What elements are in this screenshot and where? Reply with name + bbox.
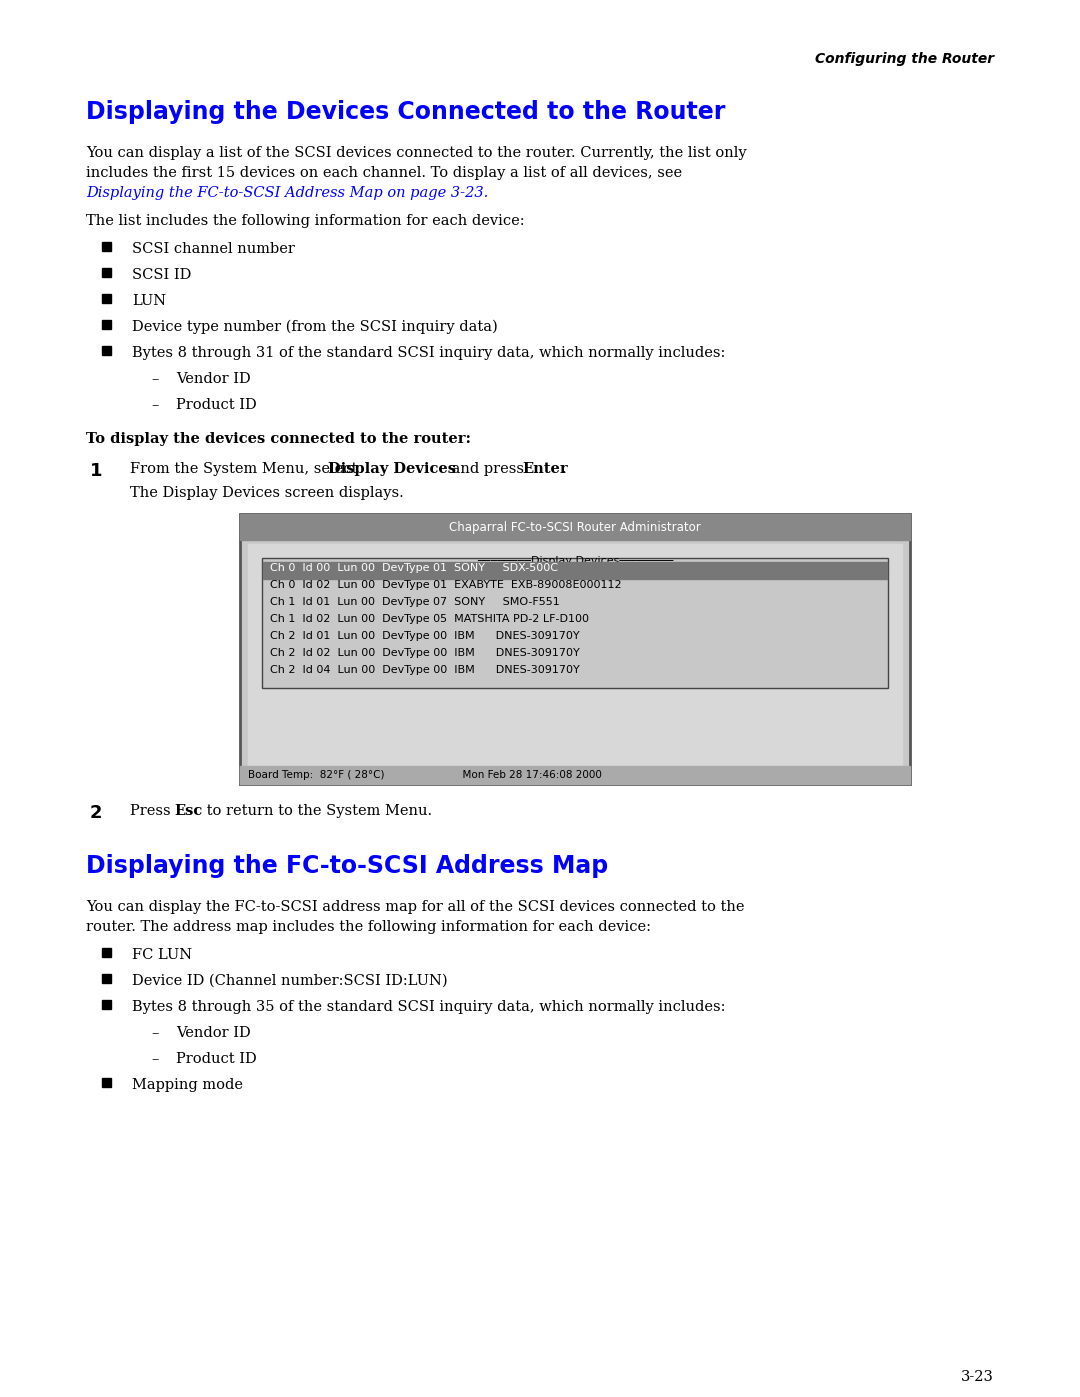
Bar bbox=[102, 242, 111, 251]
Text: –: – bbox=[151, 1025, 159, 1039]
Text: to return to the System Menu.: to return to the System Menu. bbox=[202, 805, 432, 819]
Text: SCSI channel number: SCSI channel number bbox=[132, 242, 295, 256]
Text: router. The address map includes the following information for each device:: router. The address map includes the fol… bbox=[86, 921, 651, 935]
Bar bbox=[102, 268, 111, 277]
Text: Press: Press bbox=[130, 805, 175, 819]
Text: Product ID: Product ID bbox=[176, 1052, 257, 1066]
Bar bbox=[240, 514, 910, 784]
Bar bbox=[240, 766, 910, 784]
Text: Device ID (Channel number:SCSI ID:LUN): Device ID (Channel number:SCSI ID:LUN) bbox=[132, 974, 447, 988]
Text: 3-23: 3-23 bbox=[961, 1370, 994, 1384]
Text: Vendor ID: Vendor ID bbox=[176, 1025, 251, 1039]
Text: Displaying the FC-to-SCSI Address Map: Displaying the FC-to-SCSI Address Map bbox=[86, 854, 608, 877]
Bar bbox=[102, 1000, 111, 1009]
Text: 1: 1 bbox=[90, 462, 103, 481]
Text: –: – bbox=[151, 398, 159, 412]
Text: Displaying the FC-to-SCSI Address Map on page 3-23.: Displaying the FC-to-SCSI Address Map on… bbox=[86, 186, 488, 200]
Text: Ch 0  Id 02  Lun 00  DevType 01  EXABYTE  EXB-89008E000112: Ch 0 Id 02 Lun 00 DevType 01 EXABYTE EXB… bbox=[270, 580, 622, 590]
Text: You can display a list of the SCSI devices connected to the router. Currently, t: You can display a list of the SCSI devic… bbox=[86, 147, 746, 161]
Text: Board Temp:  82°F ( 28°C)                        Mon Feb 28 17:46:08 2000: Board Temp: 82°F ( 28°C) Mon Feb 28 17:4… bbox=[248, 770, 602, 780]
Text: ────────Display Devices────────: ────────Display Devices──────── bbox=[476, 556, 673, 566]
Bar bbox=[102, 1078, 111, 1087]
Text: Product ID: Product ID bbox=[176, 398, 257, 412]
Text: SCSI ID: SCSI ID bbox=[132, 268, 191, 282]
Text: You can display the FC-to-SCSI address map for all of the SCSI devices connected: You can display the FC-to-SCSI address m… bbox=[86, 900, 744, 914]
Text: Ch 2  Id 02  Lun 00  DevType 00  IBM      DNES-309170Y: Ch 2 Id 02 Lun 00 DevType 00 IBM DNES-30… bbox=[270, 648, 580, 658]
Text: Mapping mode: Mapping mode bbox=[132, 1078, 243, 1092]
Text: The Display Devices screen displays.: The Display Devices screen displays. bbox=[130, 486, 404, 500]
Bar bbox=[102, 320, 111, 330]
Text: Esc: Esc bbox=[174, 805, 202, 819]
Text: includes the first 15 devices on each channel. To display a list of all devices,: includes the first 15 devices on each ch… bbox=[86, 166, 683, 180]
Text: Displaying the Devices Connected to the Router: Displaying the Devices Connected to the … bbox=[86, 101, 726, 124]
Text: Chaparral FC-to-SCSI Router Administrator: Chaparral FC-to-SCSI Router Administrato… bbox=[449, 521, 701, 534]
Text: From the System Menu, select: From the System Menu, select bbox=[130, 462, 362, 476]
Text: The list includes the following information for each device:: The list includes the following informat… bbox=[86, 214, 525, 228]
Text: Enter: Enter bbox=[522, 462, 568, 476]
Bar bbox=[262, 557, 888, 687]
Text: 2: 2 bbox=[90, 805, 103, 821]
Text: Bytes 8 through 35 of the standard SCSI inquiry data, which normally includes:: Bytes 8 through 35 of the standard SCSI … bbox=[132, 1000, 726, 1014]
Text: Ch 2  Id 01  Lun 00  DevType 00  IBM      DNES-309170Y: Ch 2 Id 01 Lun 00 DevType 00 IBM DNES-30… bbox=[270, 631, 580, 641]
Text: Device type number (from the SCSI inquiry data): Device type number (from the SCSI inquir… bbox=[132, 320, 498, 334]
Text: Ch 1  Id 01  Lun 00  DevType 07  SONY     SMO-F551: Ch 1 Id 01 Lun 00 DevType 07 SONY SMO-F5… bbox=[270, 597, 559, 608]
Text: Display Devices: Display Devices bbox=[328, 462, 456, 476]
Text: Ch 0  Id 00  Lun 00  DevType 01  SONY     SDX-500C: Ch 0 Id 00 Lun 00 DevType 01 SONY SDX-50… bbox=[270, 563, 558, 573]
Text: Configuring the Router: Configuring the Router bbox=[815, 52, 994, 66]
Bar bbox=[102, 949, 111, 957]
Bar bbox=[102, 974, 111, 983]
Text: LUN: LUN bbox=[132, 293, 166, 307]
Text: To display the devices connected to the router:: To display the devices connected to the … bbox=[86, 432, 471, 446]
Bar bbox=[102, 293, 111, 303]
Text: Ch 2  Id 04  Lun 00  DevType 00  IBM      DNES-309170Y: Ch 2 Id 04 Lun 00 DevType 00 IBM DNES-30… bbox=[270, 665, 580, 675]
Bar bbox=[102, 346, 111, 355]
Bar bbox=[240, 514, 910, 541]
Text: –: – bbox=[151, 372, 159, 386]
Text: Ch 1  Id 02  Lun 00  DevType 05  MATSHITA PD-2 LF-D100: Ch 1 Id 02 Lun 00 DevType 05 MATSHITA PD… bbox=[270, 615, 589, 624]
Text: .: . bbox=[562, 462, 567, 476]
Text: Bytes 8 through 31 of the standard SCSI inquiry data, which normally includes:: Bytes 8 through 31 of the standard SCSI … bbox=[132, 346, 726, 360]
Text: FC LUN: FC LUN bbox=[132, 949, 192, 963]
Text: Vendor ID: Vendor ID bbox=[176, 372, 251, 386]
Bar bbox=[264, 562, 887, 578]
Text: –: – bbox=[151, 1052, 159, 1066]
Bar bbox=[248, 543, 902, 766]
Text: and press: and press bbox=[447, 462, 528, 476]
